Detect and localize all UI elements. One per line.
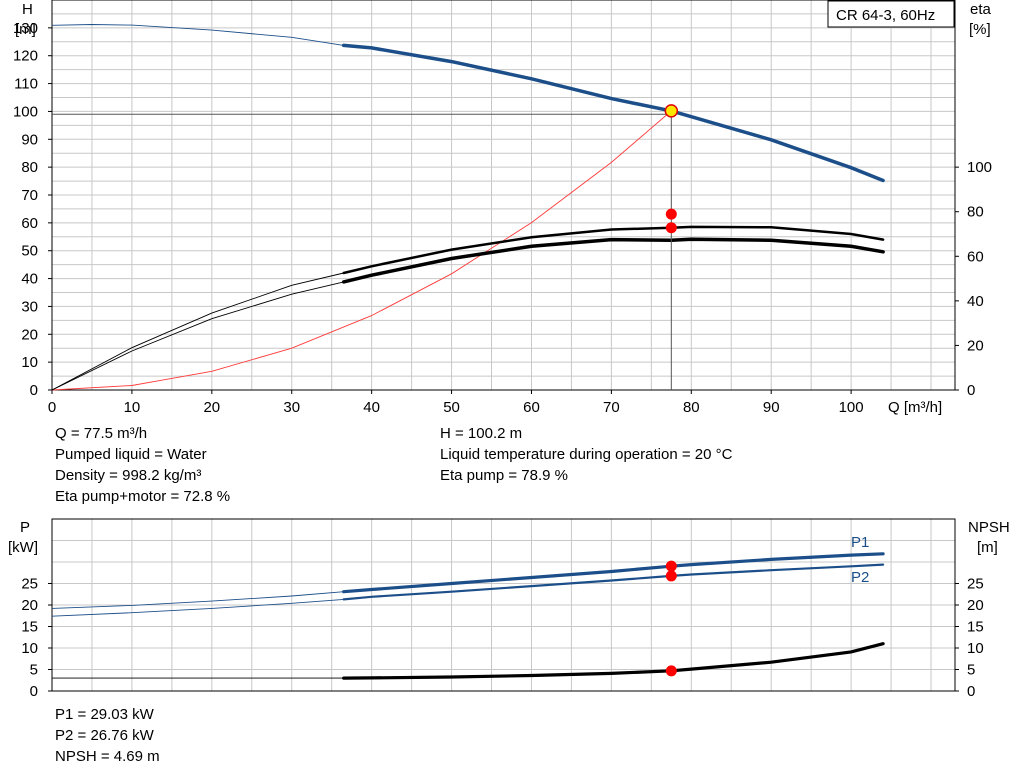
q-tick-label: 70 — [603, 399, 620, 416]
bottom-chart-series — [51, 552, 885, 680]
h-tick-label: 30 — [21, 298, 38, 315]
h-tick-label: 110 — [14, 76, 38, 93]
info-block-power: P1 = 29.03 kW P2 = 26.76 kW NPSH = 4.69 … — [55, 704, 160, 767]
eta-tick-label: 80 — [967, 204, 984, 221]
eta-axis-unit: [%] — [969, 21, 991, 38]
p1-curve — [342, 552, 885, 594]
eta-tick-label: 100 — [967, 159, 992, 176]
info-head: H = 100.2 m — [440, 425, 523, 442]
q-tick-label: 30 — [283, 399, 300, 416]
p1-curve-extrapolated — [51, 591, 344, 609]
h-tick-label: 90 — [21, 131, 38, 148]
info-liquid-temperature: Liquid temperature during operation = 20… — [440, 446, 733, 463]
q-tick-label: 50 — [443, 399, 460, 416]
info-pumped-liquid: Pumped liquid = Water — [55, 446, 207, 463]
p2-curve-extrapolated — [51, 598, 344, 617]
info-flow: Q = 77.5 m³/h — [55, 425, 148, 442]
p-tick-label: 0 — [30, 683, 38, 700]
chart-title-box — [827, 0, 955, 28]
h-tick-label: 80 — [21, 159, 38, 176]
q-tick-label: 40 — [363, 399, 380, 416]
npsh-point — [665, 665, 677, 677]
npsh-axis-label: NPSH — [968, 519, 1010, 536]
h-tick-label: 130 — [13, 20, 38, 37]
p-tick-label: 25 — [21, 576, 38, 593]
info-eta-pump-motor: Eta pump+motor = 72.8 % — [55, 488, 231, 505]
npsh-tick-label: 0 — [967, 683, 975, 700]
npsh-axis-ticks: 0 5 10 15 20 25 — [955, 576, 984, 700]
eta-pump-motor-curve — [341, 237, 885, 284]
p-tick-label: 10 — [21, 640, 38, 657]
p2-point — [665, 570, 677, 582]
chart-title: CR 64-3, 60Hz — [836, 7, 935, 24]
eta-tick-label: 20 — [967, 337, 984, 354]
npsh-tick-label: 25 — [967, 576, 984, 593]
info-block-left: Q = 77.5 m³/h Pumped liquid = Water Dens… — [55, 423, 230, 507]
q-tick-label: 80 — [683, 399, 700, 416]
h-tick-label: 20 — [21, 326, 38, 343]
h-axis-unit: [m] — [15, 21, 36, 38]
p-tick-label: 5 — [30, 662, 38, 679]
bottom-chart-grid — [51, 518, 955, 692]
p-axis-unit: [kW] — [8, 539, 38, 556]
top-chart-operating-point — [52, 104, 679, 390]
p2-curve — [342, 563, 885, 601]
eta-pump-curve — [342, 225, 885, 275]
h-tick-label: 60 — [21, 215, 38, 232]
q-tick-label: 20 — [203, 399, 220, 416]
npsh-tick-label: 20 — [967, 597, 984, 614]
h-tick-label: 120 — [13, 48, 38, 65]
npsh-curve — [342, 642, 885, 680]
q-tick-label: 60 — [523, 399, 540, 416]
npsh-axis-unit: [m] — [977, 539, 998, 556]
p1-point — [665, 560, 677, 572]
h-tick-label: 50 — [21, 243, 38, 260]
info-eta-pump: Eta pump = 78.9 % — [440, 467, 568, 484]
h-axis-label: H — [22, 1, 33, 18]
eta-pump-point — [665, 208, 677, 220]
h-axis-ticks: 0 10 20 30 40 50 60 70 80 90 100 110 120 130 — [13, 20, 52, 399]
info-p1: P1 = 29.03 kW — [55, 706, 154, 723]
eta-axis-label: eta — [970, 1, 992, 18]
p1-series-label: P1 — [851, 534, 869, 551]
p-axis-ticks: 0 5 10 15 20 25 — [21, 576, 52, 700]
eta-pump-curve-extrapolated — [51, 272, 344, 391]
q-axis-label: Q [m³/h] — [888, 399, 942, 416]
duty-point — [664, 104, 679, 118]
eta-pump-motor-point — [665, 222, 677, 234]
npsh-tick-label: 15 — [967, 619, 984, 636]
h-tick-label: 40 — [21, 271, 38, 288]
q-tick-label: 0 — [48, 399, 56, 416]
q-tick-label: 10 — [124, 399, 141, 416]
info-p2: P2 = 26.76 kW — [55, 727, 154, 744]
bottom-chart-operating-points — [665, 560, 677, 677]
head-curve-extrapolated — [51, 24, 344, 46]
h-tick-label: 10 — [21, 354, 38, 371]
q-tick-label: 100 — [839, 399, 864, 416]
eta-tick-label: 40 — [967, 293, 984, 310]
npsh-tick-label: 10 — [967, 640, 984, 657]
info-density: Density = 998.2 kg/m³ — [55, 467, 202, 484]
q-tick-label: 90 — [763, 399, 780, 416]
p-tick-label: 15 — [21, 619, 38, 636]
h-tick-label: 0 — [30, 382, 38, 399]
info-block-right: H = 100.2 m Liquid temperature during op… — [440, 423, 732, 486]
eta-axis-ticks: 0 20 40 60 80 100 — [955, 159, 992, 399]
h-tick-label: 70 — [21, 187, 38, 204]
p-tick-label: 20 — [21, 597, 38, 614]
p2-series-label: P2 — [851, 569, 869, 586]
p-axis-label: P — [20, 519, 30, 536]
system-curve — [51, 110, 672, 391]
eta-tick-label: 60 — [967, 248, 984, 265]
top-chart-grid — [51, 0, 955, 391]
npsh-tick-label: 5 — [967, 662, 975, 679]
q-axis-ticks: 0 10 20 30 40 50 60 70 80 90 100 — [48, 390, 864, 416]
head-curve — [341, 43, 885, 183]
info-npsh: NPSH = 4.69 m — [55, 748, 160, 765]
h-tick-label: 100 — [13, 103, 38, 120]
eta-pump-motor-curve-extrapolated — [51, 281, 344, 391]
eta-tick-label: 0 — [967, 382, 975, 399]
top-chart-series — [51, 24, 885, 391]
